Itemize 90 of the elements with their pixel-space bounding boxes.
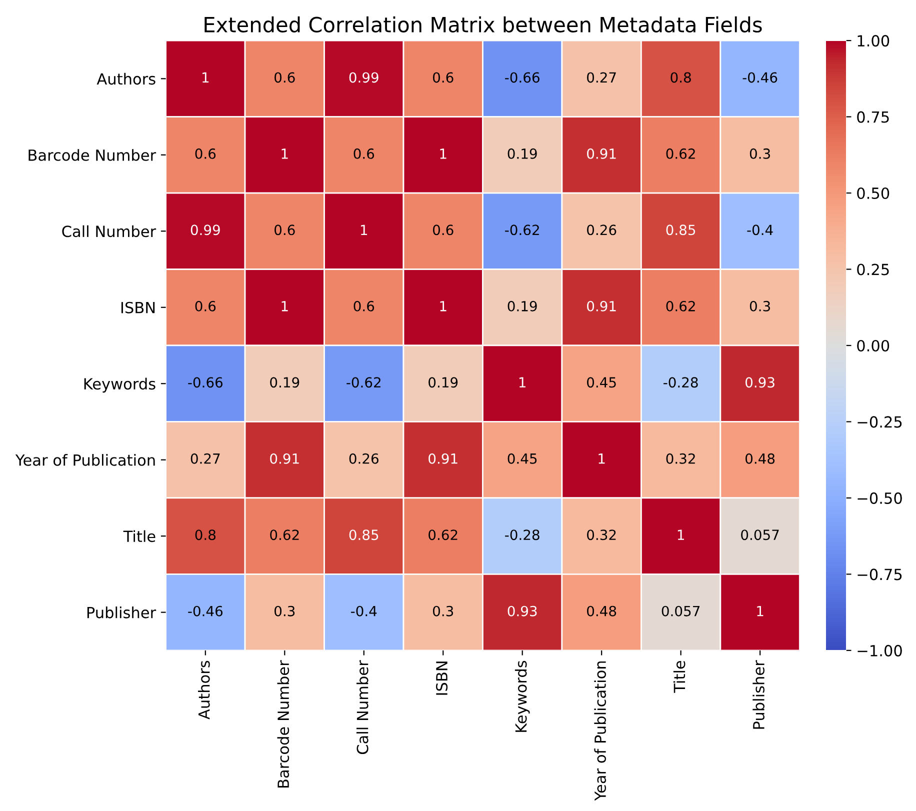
data-label: 0.48 — [587, 606, 616, 616]
data-label: 0.8 — [195, 530, 216, 540]
data-label: 0.91 — [428, 453, 458, 464]
data-label: -0.66 — [505, 72, 540, 83]
data-label: 0.19 — [508, 300, 537, 312]
data-label: 0.6 — [195, 300, 216, 312]
data-label: 0.26 — [587, 224, 616, 236]
color-bar-label: −1.00 — [858, 644, 902, 656]
data-label: -0.28 — [664, 377, 698, 388]
y-tick-label: Barcode Number — [28, 149, 156, 161]
x-tick-label: Call Number — [356, 660, 368, 754]
x-tick-label: Authors — [198, 660, 210, 720]
x-tick-label: Year of Publication — [594, 661, 606, 801]
data-label: 0.32 — [587, 530, 616, 540]
color-bar-label: 0.00 — [857, 340, 890, 352]
y-tick-label: Year of Publication — [15, 454, 155, 466]
data-label: 0.19 — [428, 377, 458, 388]
data-label: 0.3 — [750, 148, 770, 159]
data-label: 1 — [440, 148, 446, 159]
x-tick-label: Keywords — [514, 660, 530, 732]
data-label: 1 — [757, 606, 764, 616]
data-label: 1 — [678, 530, 684, 540]
data-label: 0.91 — [270, 453, 299, 464]
data-label: 1 — [519, 377, 526, 388]
data-label: 0.057 — [741, 530, 779, 540]
color-bar-label: −0.25 — [858, 416, 902, 428]
data-label: 0.6 — [195, 148, 216, 159]
data-label: 0.26 — [349, 453, 378, 464]
x-tick-label: ISBN — [436, 662, 448, 695]
color-bar-label: 0.75 — [857, 111, 889, 123]
data-label: 0.62 — [666, 148, 695, 159]
data-label: 0.27 — [190, 453, 220, 464]
data-label: 0.45 — [587, 377, 616, 388]
y-tick-label: Authors — [96, 72, 156, 85]
data-label: 1 — [598, 454, 605, 464]
color-bar-label: −0.50 — [858, 492, 902, 504]
data-label: 0.62 — [428, 530, 458, 540]
data-label: 0.6 — [432, 72, 454, 83]
data-label: 0.3 — [432, 606, 454, 616]
data-label: 0.48 — [746, 453, 775, 464]
data-label: 0.27 — [587, 72, 616, 83]
data-label: 0.91 — [587, 148, 616, 159]
y-tick-label: ISBN — [121, 302, 155, 314]
data-label: 0.99 — [349, 72, 378, 83]
x-tick-label: Publisher — [752, 660, 764, 729]
data-label: -0.62 — [505, 224, 539, 236]
data-label: 0.6 — [274, 72, 295, 83]
chart-title: Extended Correlation Matrix between Metadata Fields — [204, 16, 762, 33]
data-label: 0.6 — [432, 224, 454, 236]
data-label: 0.45 — [508, 453, 537, 464]
data-label: 0.93 — [746, 377, 774, 388]
y-tick-label: Publisher — [87, 606, 156, 618]
data-label: 0.6 — [354, 148, 374, 159]
data-label: 0.99 — [190, 224, 220, 236]
color-bar-label: 0.25 — [857, 264, 889, 276]
data-label: 0.19 — [508, 148, 537, 159]
x-tick-label: Barcode Number — [277, 660, 290, 788]
data-label: -0.62 — [346, 377, 380, 388]
data-label: 0.3 — [274, 606, 295, 616]
data-label: 0.85 — [666, 224, 696, 236]
data-label: 1 — [202, 72, 209, 82]
data-label: 0.6 — [354, 300, 374, 312]
data-label: 0.62 — [270, 530, 299, 540]
y-tick-label: Keywords — [84, 378, 156, 393]
color-bar-label: −0.75 — [858, 568, 902, 580]
data-label: -0.28 — [505, 530, 540, 540]
y-tick-label: Title — [123, 530, 156, 542]
y-tick-label: Call Number — [62, 225, 156, 238]
data-label: 1 — [282, 301, 288, 312]
data-label: 0.6 — [274, 224, 295, 236]
data-label: 0.19 — [270, 377, 300, 388]
data-label: 0.057 — [662, 606, 700, 616]
data-label: 0.85 — [349, 530, 378, 540]
data-label: 0.93 — [508, 606, 537, 616]
data-label: 0.8 — [670, 72, 691, 83]
data-label: 1 — [282, 148, 288, 159]
data-label: 1 — [440, 301, 446, 312]
data-label: 0.3 — [750, 300, 770, 312]
data-label: -0.4 — [747, 224, 773, 236]
x-tick-label: Title — [673, 660, 686, 693]
color-bar-label: 1.00 — [858, 35, 890, 47]
data-label: -0.4 — [351, 606, 377, 616]
data-label: -0.46 — [188, 606, 223, 616]
data-label: 1 — [360, 224, 368, 235]
color-bar-label: 0.50 — [857, 187, 890, 200]
data-label: 0.32 — [666, 453, 695, 464]
data-label: -0.46 — [742, 72, 778, 83]
data-label: -0.66 — [188, 377, 223, 388]
data-label: 0.62 — [666, 300, 695, 312]
data-label: 0.91 — [587, 300, 616, 312]
